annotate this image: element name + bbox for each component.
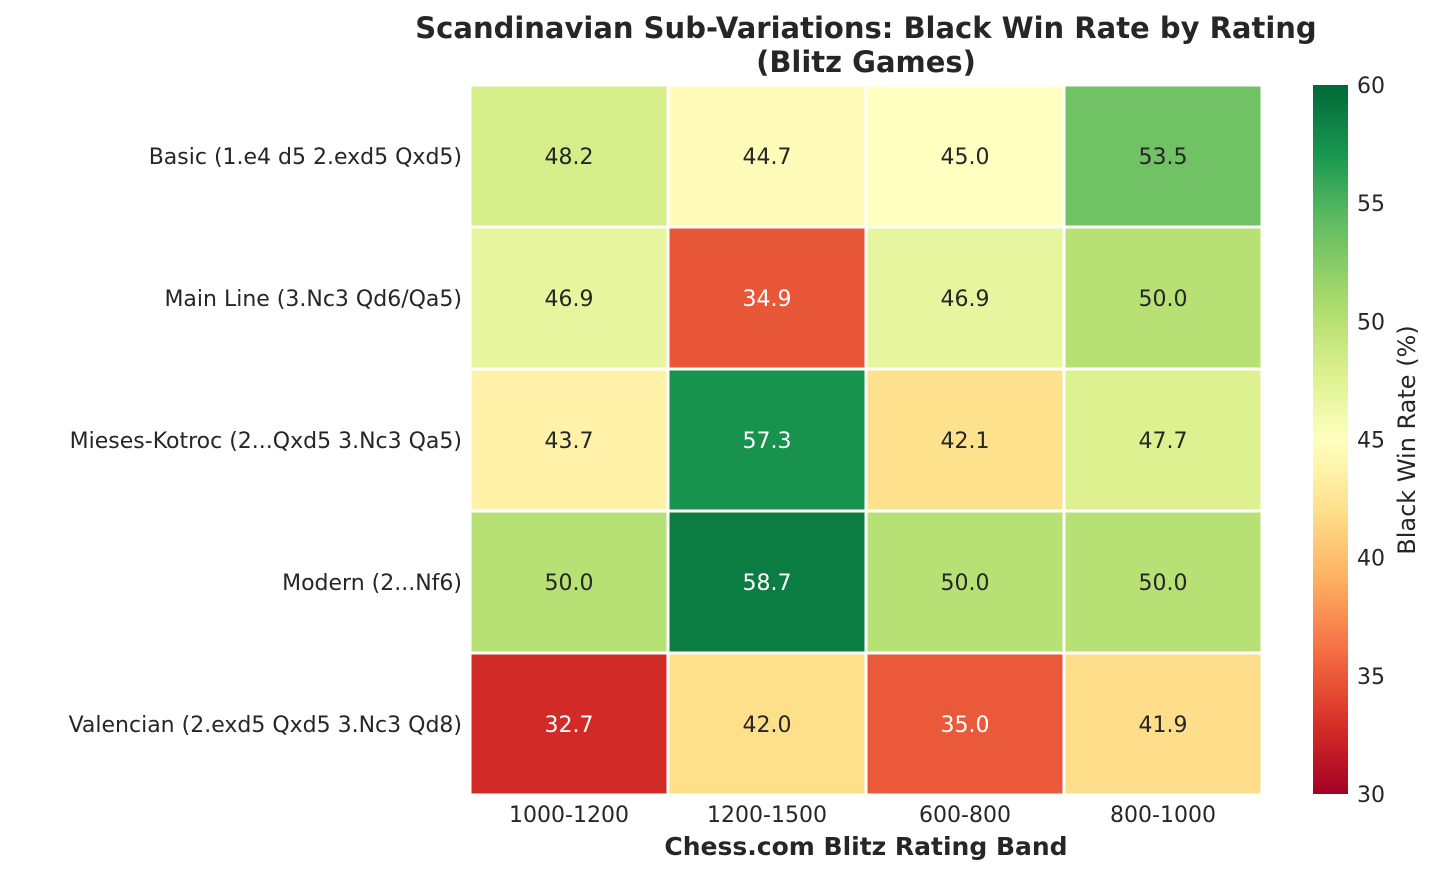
y-tick-label: Main Line (3.Nc3 Qd6/Qa5) bbox=[164, 287, 462, 312]
chart-title-line-1: Scandinavian Sub-Variations: Black Win R… bbox=[415, 11, 1316, 45]
heatmap-cell bbox=[468, 83, 670, 229]
cell-value-label: 50.0 bbox=[1139, 571, 1188, 596]
cell-value-label: 50.0 bbox=[941, 571, 990, 596]
heatmap-cell bbox=[666, 225, 868, 371]
cell-value-label: 46.9 bbox=[941, 287, 990, 312]
cell-value-label: 41.9 bbox=[1139, 713, 1188, 738]
heatmap-cell bbox=[864, 83, 1066, 229]
x-tick-label: 600-800 bbox=[919, 803, 1011, 828]
cell-value-label: 45.0 bbox=[941, 145, 990, 170]
cell-value-label: 57.3 bbox=[743, 429, 792, 454]
cell-value-label: 47.7 bbox=[1139, 429, 1188, 454]
colorbar bbox=[1313, 85, 1348, 794]
heatmap-cell bbox=[666, 651, 868, 797]
y-tick-label: Mieses-Kotroc (2...Qxd5 3.Nc3 Qa5) bbox=[70, 429, 462, 454]
cell-value-label: 48.2 bbox=[545, 145, 594, 170]
cell-value-label: 42.0 bbox=[743, 713, 792, 738]
y-tick-label: Valencian (2.exd5 Qxd5 3.Nc3 Qd8) bbox=[69, 713, 462, 738]
heatmap-cell bbox=[1062, 225, 1264, 371]
colorbar-label: Black Win Rate (%) bbox=[1393, 325, 1421, 554]
cell-value-label: 50.0 bbox=[1139, 287, 1188, 312]
cell-value-label: 42.1 bbox=[941, 429, 990, 454]
y-tick-label: Modern (2...Nf6) bbox=[282, 571, 462, 596]
colorbar-tick-label: 45 bbox=[1357, 429, 1385, 454]
cell-value-label: 53.5 bbox=[1139, 145, 1188, 170]
heatmap-cell bbox=[1062, 651, 1264, 797]
heatmap-cell bbox=[1062, 367, 1264, 513]
x-tick-label: 800-1000 bbox=[1110, 803, 1216, 828]
colorbar-tick-label: 55 bbox=[1357, 192, 1385, 217]
cell-value-label: 35.0 bbox=[941, 713, 990, 738]
x-tick-label: 1200-1500 bbox=[707, 803, 827, 828]
x-axis-tick-labels: 1000-1200 1200-1500 600-800 800-1000 bbox=[509, 803, 1216, 828]
heatmap-cell bbox=[666, 367, 868, 513]
heatmap-cell bbox=[1062, 83, 1264, 229]
cell-value-label: 43.7 bbox=[545, 429, 594, 454]
heatmap-cells: 48.2 44.7 45.0 53.5 46.9 34.9 46.9 50.0 43.7 57.3… bbox=[468, 83, 1264, 797]
cell-value-label: 34.9 bbox=[743, 287, 792, 312]
cell-value-label: 44.7 bbox=[743, 145, 792, 170]
heatmap-cell bbox=[1062, 509, 1264, 655]
colorbar-tick-label: 30 bbox=[1357, 783, 1385, 808]
colorbar-tick-label: 40 bbox=[1357, 547, 1385, 572]
cell-value-label: 32.7 bbox=[545, 713, 594, 738]
cell-value-label: 46.9 bbox=[545, 287, 594, 312]
y-tick-label: Basic (1.e4 d5 2.exd5 Qxd5) bbox=[149, 145, 462, 170]
chart-title-line-2: (Blitz Games) bbox=[756, 45, 976, 79]
x-tick-label: 1000-1200 bbox=[509, 803, 629, 828]
colorbar-tick-label: 60 bbox=[1357, 74, 1385, 99]
y-axis-tick-labels: Basic (1.e4 d5 2.exd5 Qxd5) Main Line (3.… bbox=[69, 145, 462, 738]
heatmap-cell bbox=[864, 651, 1066, 797]
cell-value-label: 58.7 bbox=[743, 571, 792, 596]
colorbar-tick-label: 35 bbox=[1357, 665, 1385, 690]
x-axis-label: Chess.com Blitz Rating Band bbox=[664, 832, 1067, 861]
colorbar-tick-labels: 30 35 40 45 50 55 60 bbox=[1357, 74, 1385, 808]
cell-value-label: 50.0 bbox=[545, 571, 594, 596]
colorbar-tick-label: 50 bbox=[1357, 310, 1385, 335]
heatmap-cell bbox=[468, 651, 670, 797]
heatmap-cell bbox=[666, 83, 868, 229]
heatmap-cell bbox=[666, 509, 868, 655]
